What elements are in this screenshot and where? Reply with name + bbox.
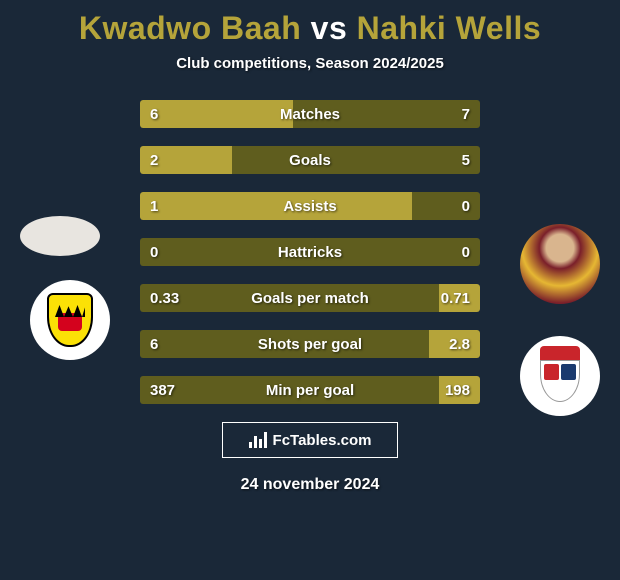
stat-label: Hattricks	[140, 244, 480, 261]
stat-row: 6Matches7	[140, 100, 480, 128]
comparison-title: Kwadwo Baah vs Nahki Wells	[0, 0, 620, 47]
stat-value-right: 5	[462, 152, 470, 169]
stat-row: 387Min per goal198	[140, 376, 480, 404]
player1-avatar	[20, 216, 100, 256]
stat-label: Matches	[140, 106, 480, 123]
stat-bars-container: 6Matches72Goals51Assists00Hattricks00.33…	[140, 100, 480, 404]
stat-value-right: 0	[462, 244, 470, 261]
vs-separator: vs	[311, 10, 348, 46]
stat-row: 0Hattricks0	[140, 238, 480, 266]
stat-row: 0.33Goals per match0.71	[140, 284, 480, 312]
watford-crest-icon	[47, 293, 93, 347]
fctables-branding[interactable]: FcTables.com	[222, 422, 398, 458]
stat-label: Shots per goal	[140, 336, 480, 353]
bar-chart-icon	[249, 432, 267, 448]
stat-value-right: 198	[445, 382, 470, 399]
player2-avatar	[520, 224, 600, 304]
player2-club-badge	[520, 336, 600, 416]
stat-value-right: 2.8	[449, 336, 470, 353]
bristol-city-crest-icon	[535, 346, 585, 406]
stat-row: 2Goals5	[140, 146, 480, 174]
fctables-label: FcTables.com	[273, 432, 372, 449]
stat-label: Assists	[140, 198, 480, 215]
season-subtitle: Club competitions, Season 2024/2025	[0, 55, 620, 72]
stat-label: Goals per match	[140, 290, 480, 307]
stat-row: 6Shots per goal2.8	[140, 330, 480, 358]
stat-row: 1Assists0	[140, 192, 480, 220]
stat-label: Min per goal	[140, 382, 480, 399]
stat-label: Goals	[140, 152, 480, 169]
stat-value-right: 0.71	[441, 290, 470, 307]
player2-name: Nahki Wells	[357, 10, 542, 46]
stat-value-right: 0	[462, 198, 470, 215]
player1-club-badge	[30, 280, 110, 360]
player1-name: Kwadwo Baah	[79, 10, 301, 46]
comparison-content: 6Matches72Goals51Assists00Hattricks00.33…	[0, 100, 620, 404]
stat-value-right: 7	[462, 106, 470, 123]
snapshot-date: 24 november 2024	[0, 476, 620, 494]
